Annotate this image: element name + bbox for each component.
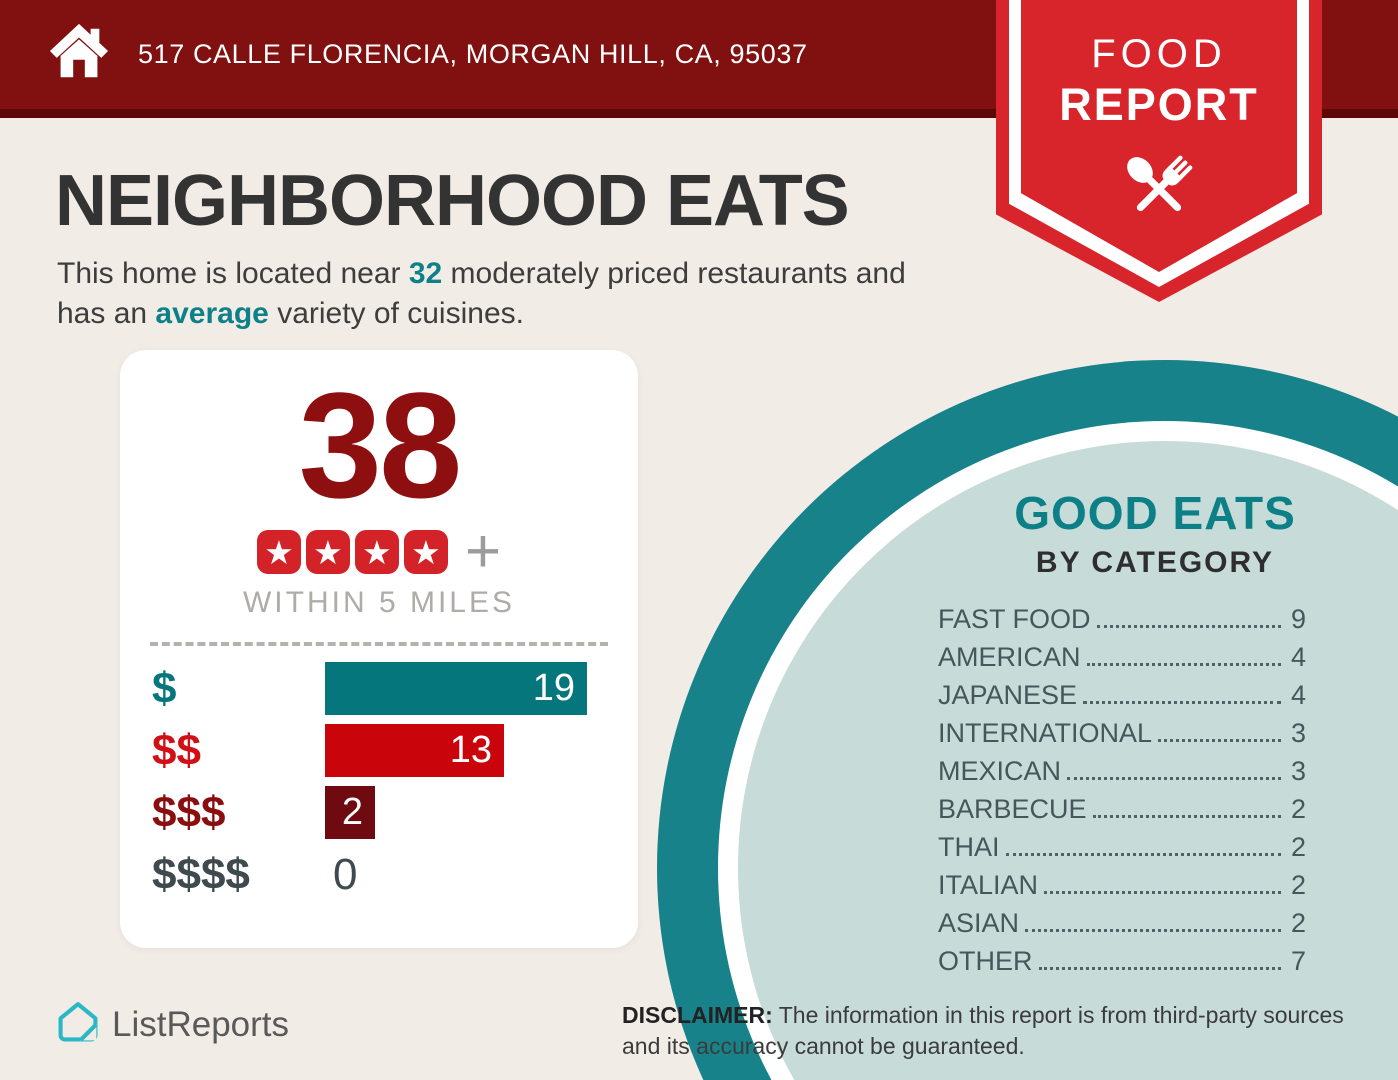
price-bar: 19	[325, 662, 587, 715]
category-row: OTHER 7	[938, 942, 1306, 980]
house-icon	[48, 21, 110, 88]
category-label: AMERICAN	[938, 641, 1081, 672]
ribbon-content: FOOD REPORT	[996, 0, 1322, 302]
category-label: ASIAN	[938, 907, 1020, 938]
subtitle-text: moderately priced restaurants and	[442, 257, 906, 290]
page-subtitle: This home is located near 32 moderately …	[57, 254, 1037, 334]
dotted-leader	[1067, 776, 1281, 780]
category-label: INTERNATIONAL	[938, 717, 1153, 748]
price-tier-label: $	[152, 664, 177, 713]
category-row: JAPANESE 4	[938, 676, 1306, 714]
property-address: 517 CALLE FLORENCIA, MORGAN HILL, CA, 95…	[138, 39, 808, 69]
category-row: INTERNATIONAL 3	[938, 714, 1306, 752]
category-row: THAI 2	[938, 828, 1306, 866]
good-eats-header: GOOD EATS BY CATEGORY	[920, 486, 1390, 580]
good-eats-subtitle: BY CATEGORY	[1035, 546, 1275, 579]
ribbon-title-line1: FOOD	[1091, 32, 1227, 76]
category-count: 3	[1290, 755, 1306, 786]
subtitle-text: has an	[57, 297, 156, 330]
category-row: ASIAN 2	[938, 904, 1306, 942]
radius-caption: WITHIN 5 MILES	[242, 586, 516, 619]
dotted-leader	[1158, 738, 1281, 742]
category-row: ITALIAN 2	[938, 866, 1306, 904]
category-row: BARBECUE 2	[938, 790, 1306, 828]
page-title: NEIGHBORHOOD EATS	[55, 161, 850, 241]
category-label: JAPANESE	[938, 679, 1078, 710]
category-label: BARBECUE	[938, 793, 1087, 824]
restaurant-count: 32	[408, 257, 443, 290]
price-bar-value: 0	[333, 850, 358, 899]
price-bar-value: 19	[532, 667, 575, 709]
dashed-divider	[150, 642, 608, 646]
listreports-house-icon	[56, 1000, 100, 1049]
star-icon: ★	[256, 530, 301, 574]
star-icon: ★	[305, 530, 350, 574]
price-bar-value: 13	[449, 729, 492, 771]
category-label: ITALIAN	[938, 869, 1039, 900]
category-count: 2	[1290, 869, 1306, 900]
star-icon: ★	[403, 530, 448, 574]
logo-text: ListReports	[112, 1004, 290, 1044]
star-icon: ★	[354, 530, 399, 574]
dotted-leader	[1092, 814, 1281, 818]
price-tier-label: $$	[152, 726, 201, 775]
category-label: FAST FOOD	[938, 603, 1091, 634]
category-count: 3	[1290, 717, 1306, 748]
price-tier-row: $$$$ 0	[120, 844, 638, 906]
ribbon-title-line2: REPORT	[1059, 79, 1259, 130]
rating-stars: ★ ★ ★ ★	[256, 530, 448, 574]
disclaimer: DISCLAIMER: The information in this repo…	[622, 1000, 1370, 1062]
restaurant-summary-card: 38 ★ ★ ★ ★ + WITHIN 5 MILES $19 $$ 13 $$$ 2 $$$$…	[120, 350, 638, 948]
disclaimer-label: DISCLAIMER:	[622, 1002, 773, 1028]
category-count: 4	[1290, 679, 1306, 710]
dotted-leader	[1086, 662, 1281, 666]
price-tier-chart: $19 $$ 13 $$$ 2 $$$$ 0	[120, 658, 638, 906]
price-tier-row: $$$ 2	[120, 782, 638, 844]
restaurant-total: 38	[298, 361, 463, 529]
category-count: 7	[1290, 945, 1306, 976]
category-label: THAI	[938, 831, 1000, 862]
price-bar: 13	[325, 724, 504, 777]
category-count: 2	[1290, 793, 1306, 824]
good-eats-title: GOOD EATS	[1014, 487, 1296, 539]
plus-icon: +	[464, 517, 502, 586]
listreports-logo: ListReports	[56, 1000, 289, 1049]
rating-row: ★ ★ ★ ★ +	[120, 517, 638, 586]
category-label: MEXICAN	[938, 755, 1062, 786]
price-tier-row: $$ 13	[120, 720, 638, 782]
price-tier-label: $$$$	[152, 850, 250, 899]
category-label: OTHER	[938, 945, 1033, 976]
category-count: 2	[1290, 907, 1306, 938]
category-count: 9	[1290, 603, 1306, 634]
variety-highlight: average	[155, 297, 269, 330]
dotted-leader	[1096, 624, 1281, 628]
dotted-leader	[1083, 700, 1281, 704]
price-bar: 2	[325, 786, 375, 839]
category-list: FAST FOOD 9 AMERICAN 4 JAPANESE 4 INTERNATIONA…	[938, 600, 1306, 980]
category-row: MEXICAN 3	[938, 752, 1306, 790]
disclaimer-text: The information in this report is from t…	[622, 1002, 1344, 1059]
category-count: 4	[1290, 641, 1306, 672]
dotted-leader	[1044, 890, 1281, 894]
subtitle-text: variety of cuisines.	[268, 297, 524, 330]
category-count: 2	[1290, 831, 1306, 862]
utensils-crossed-icon	[996, 141, 1322, 242]
price-tier-row: $19	[120, 658, 638, 720]
subtitle-text: This home is located near	[57, 257, 409, 290]
dotted-leader	[1038, 966, 1281, 970]
dotted-leader	[1025, 928, 1281, 932]
price-tier-label: $$$	[152, 788, 226, 837]
price-bar-value: 2	[341, 791, 363, 833]
dotted-leader	[1005, 852, 1281, 856]
category-row: AMERICAN 4	[938, 638, 1306, 676]
food-report-ribbon: FOOD REPORT	[996, 0, 1322, 302]
category-row: FAST FOOD 9	[938, 600, 1306, 638]
